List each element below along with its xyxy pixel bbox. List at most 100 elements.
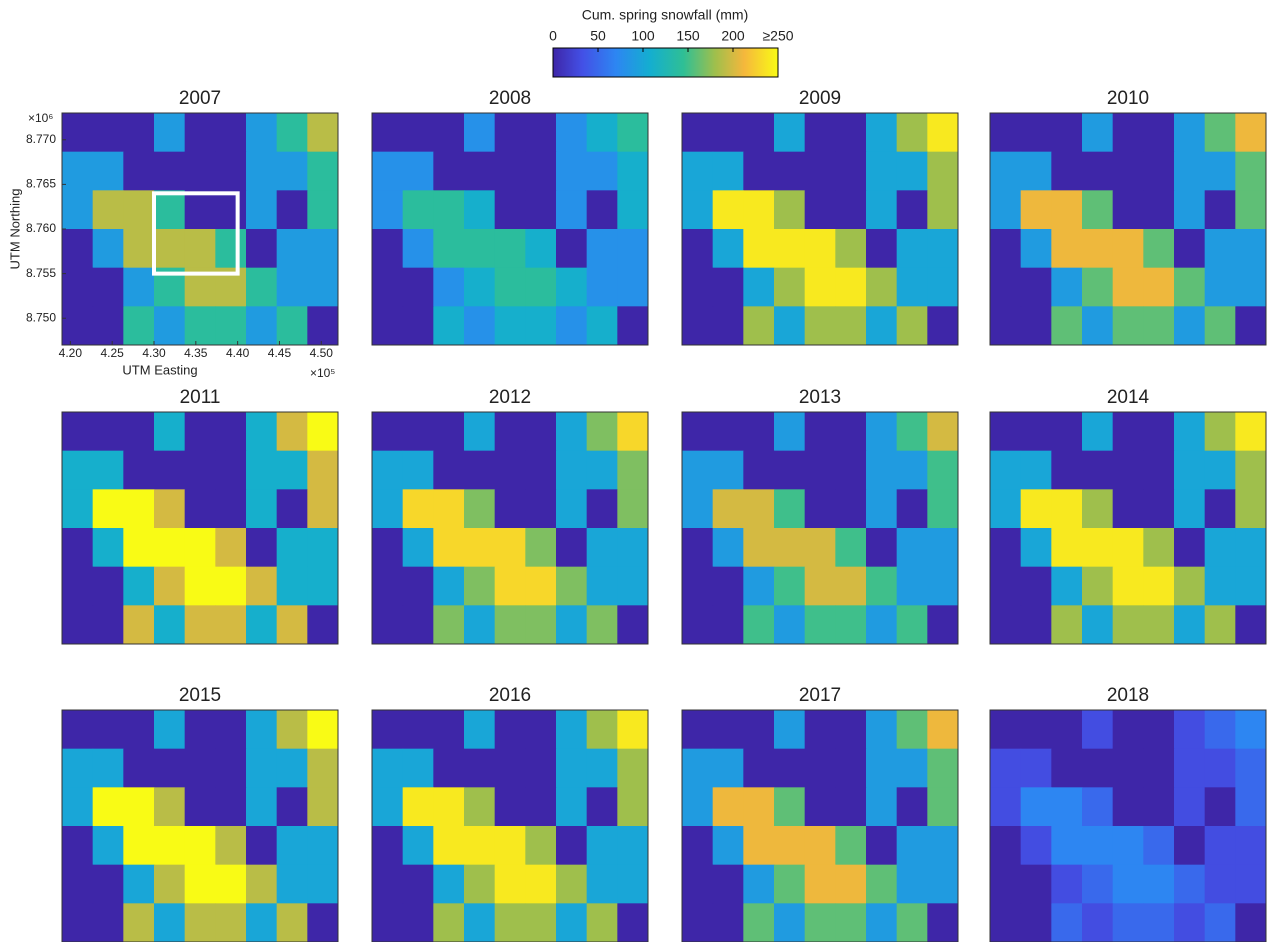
heatmap-cell (805, 865, 836, 904)
heatmap-cell (1051, 451, 1082, 490)
heatmap-cell (1235, 749, 1266, 788)
heatmap-cell (743, 152, 774, 191)
heatmap-cell (215, 787, 246, 826)
heatmap-cell (215, 605, 246, 644)
heatmap-cell (495, 710, 526, 749)
heatmap-cell (62, 749, 93, 788)
heatmap-cell (774, 903, 805, 942)
heatmap-cell (495, 903, 526, 942)
heatmap-cell (62, 190, 93, 229)
heatmap-cell (246, 903, 277, 942)
heatmap-cell (927, 412, 958, 451)
heatmap-cell (277, 826, 308, 865)
heatmap-cell (556, 605, 587, 644)
heatmap-cell (403, 412, 434, 451)
heatmap-cell (835, 903, 866, 942)
heatmap-cell (307, 865, 338, 904)
heatmap-cell (927, 749, 958, 788)
heatmap-cell (805, 489, 836, 528)
heatmap-cell (743, 528, 774, 567)
heatmap-cell (1051, 528, 1082, 567)
heatmap-cell (433, 451, 464, 490)
heatmap-cell (556, 826, 587, 865)
heatmap-cell (866, 903, 897, 942)
heatmap-cell (154, 865, 185, 904)
heatmap-cell (805, 190, 836, 229)
heatmap-cell (1113, 749, 1144, 788)
heatmap-cell (1235, 605, 1266, 644)
x-tick-label: 4.35 (184, 346, 208, 360)
heatmap-cell (307, 451, 338, 490)
heatmap-cell (587, 528, 618, 567)
heatmap-cell (1021, 903, 1052, 942)
heatmap-cell (805, 152, 836, 191)
heatmap-cell (1235, 865, 1266, 904)
heatmap-cell (990, 826, 1021, 865)
heatmap-cell (743, 710, 774, 749)
heatmap-cell (713, 113, 744, 152)
y-multiplier: ×10⁶ (28, 111, 53, 125)
heatmap-cell (372, 152, 403, 191)
heatmap-cell (1051, 567, 1082, 606)
heatmap-cell (1143, 787, 1174, 826)
heatmap-cell (246, 306, 277, 345)
heatmap-cell (215, 528, 246, 567)
heatmap-cell (587, 113, 618, 152)
heatmap-cell (713, 229, 744, 268)
heatmap-cell (805, 710, 836, 749)
heatmap-cell (123, 787, 154, 826)
heatmap-cell (556, 190, 587, 229)
x-tick-label: 4.40 (226, 346, 250, 360)
heatmap-cell (990, 903, 1021, 942)
heatmap-cell (62, 710, 93, 749)
heatmap-cell (525, 710, 556, 749)
heatmap-cell (1113, 412, 1144, 451)
heatmap-cell (403, 903, 434, 942)
heatmap-cell (464, 229, 495, 268)
heatmap-cell (866, 605, 897, 644)
heatmap-cell (1174, 152, 1205, 191)
heatmap-cell (307, 489, 338, 528)
heatmap-cell (525, 749, 556, 788)
heatmap-cell (1021, 229, 1052, 268)
heatmap-cell (1113, 528, 1144, 567)
heatmap-cell (897, 865, 928, 904)
panel-title: 2017 (799, 685, 841, 706)
heatmap-cell (154, 567, 185, 606)
heatmap-cell (774, 826, 805, 865)
heatmap-cell (1082, 710, 1113, 749)
heatmap-cell (307, 528, 338, 567)
heatmap-cell (246, 749, 277, 788)
panel-title: 2008 (489, 88, 531, 109)
heatmap-cell (556, 451, 587, 490)
heatmap-cell (433, 903, 464, 942)
heatmap-cell (215, 567, 246, 606)
panel: 2015 (62, 685, 339, 942)
heatmap-cell (1082, 412, 1113, 451)
heatmap-cell (617, 605, 648, 644)
heatmap-cell (617, 489, 648, 528)
heatmap-cell (1051, 903, 1082, 942)
heatmap-cell (525, 528, 556, 567)
heatmap-cell (246, 190, 277, 229)
heatmap-cell (277, 489, 308, 528)
heatmap-cell (185, 567, 216, 606)
heatmap-cell (154, 190, 185, 229)
heatmap-cell (307, 903, 338, 942)
heatmap-cell (713, 787, 744, 826)
heatmap-cell (682, 605, 713, 644)
heatmap-cell (93, 306, 124, 345)
heatmap-cell (185, 190, 216, 229)
heatmap-cell (1143, 528, 1174, 567)
heatmap-cell (185, 787, 216, 826)
heatmap-cell (246, 605, 277, 644)
heatmap-cell (897, 152, 928, 191)
panel: 2012 (372, 387, 649, 644)
heatmap-cell (525, 306, 556, 345)
heatmap-cell (1174, 567, 1205, 606)
heatmap-cell (805, 826, 836, 865)
heatmap-cell (185, 489, 216, 528)
heatmap-cell (1051, 190, 1082, 229)
heatmap-cell (897, 787, 928, 826)
heatmap-cell (185, 749, 216, 788)
